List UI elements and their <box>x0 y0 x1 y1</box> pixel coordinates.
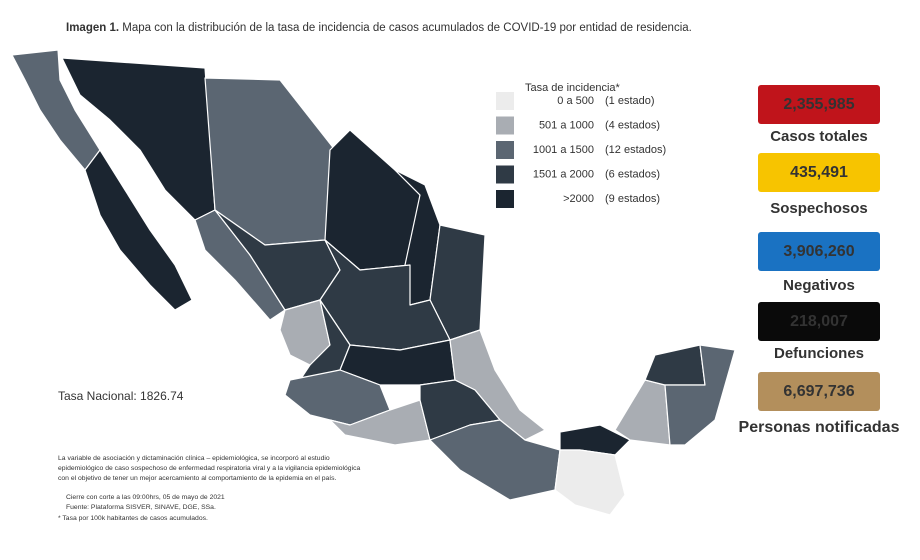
note: La variable de asociación y dictaminació… <box>58 455 330 462</box>
stat-box <box>758 85 880 124</box>
legend-range: 501 a 1000 <box>539 119 594 131</box>
legend-count: (6 estados) <box>605 168 660 180</box>
stat-label: Sospechosos <box>770 200 868 217</box>
note: epidemiológico de caso sospechoso de enf… <box>58 465 360 472</box>
legend-count: (12 estados) <box>605 144 666 156</box>
legend-swatch <box>496 92 514 110</box>
legend-range: >2000 <box>563 193 594 205</box>
stat-box <box>758 372 880 411</box>
region <box>614 379 671 446</box>
stat-label: Personas notificadas <box>739 419 900 436</box>
legend-range: 1001 a 1500 <box>533 144 594 156</box>
legend-count: (1 estado) <box>605 95 655 107</box>
stat-value: 218,007 <box>790 313 848 330</box>
note: con el objetivo de tener un mejor acerca… <box>58 475 337 482</box>
national-rate: Tasa Nacional: 1826.74 <box>58 389 184 403</box>
note: Fuente: Plataforma SISVER, SINAVE, DGE, … <box>66 504 216 511</box>
legend-title: Tasa de incidencia* <box>525 82 621 94</box>
legend-swatch <box>496 141 514 159</box>
stat-value: 3,906,260 <box>783 243 854 260</box>
legend-range: 0 a 500 <box>557 95 594 107</box>
stat-box <box>758 232 880 271</box>
region <box>554 449 626 516</box>
legend-count: (9 estados) <box>605 193 660 205</box>
note: Cierre con corte a las 09:00hrs, 05 de m… <box>66 494 225 501</box>
legend-count: (4 estados) <box>605 119 660 131</box>
legend-swatch <box>496 190 514 208</box>
region <box>644 344 706 386</box>
legend-swatch <box>496 116 514 135</box>
legend-swatch <box>496 165 514 184</box>
title-text: Mapa con la distribución de la tasa de i… <box>122 22 692 34</box>
legend-range: 1501 a 2000 <box>533 168 594 180</box>
stat-value: 2,355,985 <box>783 96 854 113</box>
region <box>324 129 421 271</box>
stat-box <box>758 153 880 192</box>
region <box>84 149 193 311</box>
stat-label: Defunciones <box>774 345 864 362</box>
title-label: Imagen 1. <box>66 22 119 34</box>
title: Imagen 1. Mapa con la distribución de la… <box>66 22 692 34</box>
stat-value: 435,491 <box>790 164 848 181</box>
stat-value: 6,697,736 <box>783 383 854 400</box>
stat-label: Negativos <box>783 277 855 294</box>
map <box>11 49 736 516</box>
stat-box <box>758 302 880 341</box>
region <box>664 344 736 446</box>
note: * Tasa por 100k habitantes de casos acum… <box>58 515 208 522</box>
stat-label: Casos totales <box>770 128 868 145</box>
